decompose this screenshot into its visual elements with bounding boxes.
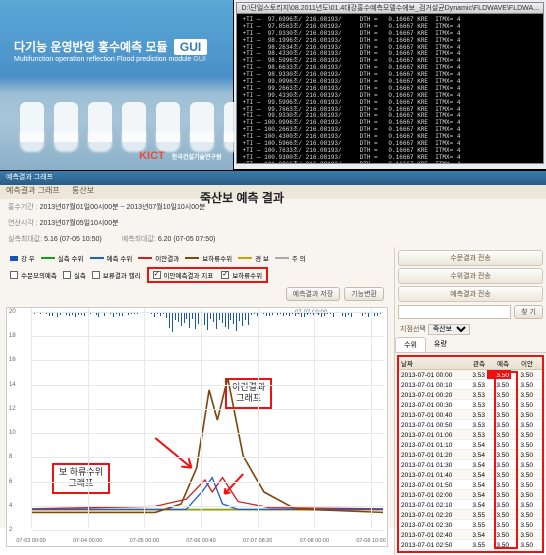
info-row-3: 실측최대값: 5.16 (07-05 10:50) 예측최대값: 6.20 (0… (0, 231, 546, 247)
period-value: 2013년07월01일00시00분 ~ 2013년07월10일10시00분 (40, 204, 206, 211)
table-row[interactable]: 2013-07-01 00:503.533.503.50 (399, 420, 542, 430)
chk-sep2[interactable] (63, 271, 71, 279)
legend-pred: 예측 수위 (107, 253, 133, 263)
dam-illustration (20, 102, 213, 142)
kict-text: KICT (139, 150, 165, 162)
table-row[interactable]: 2013-07-01 00:403.533.503.50 (399, 410, 542, 420)
chk-sep1[interactable] (10, 271, 18, 279)
table-row[interactable]: 2013-07-01 02:403.543.503.50 (399, 530, 542, 540)
legend-down: 보하류수위 (202, 253, 232, 263)
legend-row-2: 수문모의예측 실측 보류결과 캘리 ✓이안예측결과 지표 ✓보하류수위 (6, 265, 388, 285)
legend-rain: 강 우 (21, 253, 35, 263)
kict-logo: KICT 한국건설기술연구원 (139, 150, 221, 162)
table-row[interactable]: 2013-07-01 02:103.543.503.50 (399, 500, 542, 510)
site-row: 지점선택 죽산보 (395, 322, 546, 337)
legend-caution: 주 의 (292, 253, 306, 263)
col-obs[interactable]: 관측 (463, 357, 487, 369)
table-row[interactable]: 2013-07-01 01:403.543.503.50 (399, 470, 542, 480)
btn-send-flow[interactable]: 수문결과 전송 (398, 250, 543, 266)
legend-warn: 경 보 (255, 253, 269, 263)
maxreal-label: 실측최대값: (8, 236, 42, 243)
legend-highlight-box: ✓이안예측결과 지표 ✓보하류수위 (147, 267, 269, 283)
timeseries-chart[interactable]: 07-07 00:00 이건결과그래프 보 하류수위그래프 2468101214… (6, 307, 388, 547)
search-input[interactable] (398, 305, 511, 319)
kict-subtext: 한국건설기술연구원 (172, 155, 222, 161)
maxpred-value: 6.20 (07-05 07:50) (158, 236, 216, 243)
chart-buttons: 예측결과 저장 기능변환 (6, 285, 388, 303)
table-row[interactable]: 2013-07-01 02:503.553.503.50 (399, 540, 542, 550)
period-label: 홍수기간 : (8, 204, 38, 211)
table-row[interactable]: 2013-07-01 02:203.553.503.50 (399, 510, 542, 520)
legend-row-1: 강 우 실측 수위 예측 수위 이안결과 보하류수위 경 보 주 의 (6, 251, 388, 265)
chk-down[interactable]: ✓ (221, 271, 229, 279)
btn-send-pred[interactable]: 예측결과 전송 (398, 286, 543, 302)
legend-sep3: 보류결과 캘리 (103, 270, 141, 280)
col-datetime[interactable]: 날짜 (399, 357, 463, 369)
tab-flow[interactable]: 유량 (426, 337, 455, 352)
table-row[interactable]: 2013-07-01 02:003.543.503.50 (399, 490, 542, 500)
table-body: 2013-07-01 00:003.533.503.502013-07-01 0… (399, 370, 542, 553)
data-table[interactable]: 날짜 관측 예측 이안 2013-07-01 00:003.533.503.50… (397, 355, 544, 553)
chart-svg (31, 312, 383, 528)
table-row[interactable]: 2013-07-01 00:303.533.503.50 (399, 400, 542, 410)
chk-move[interactable]: ✓ (153, 271, 161, 279)
legend-real: 실측 수위 (58, 253, 84, 263)
table-row[interactable]: 2013-07-01 01:003.533.503.50 (399, 430, 542, 440)
tab-water[interactable]: 수위 (395, 337, 426, 352)
btn-save-result[interactable]: 예측결과 저장 (286, 287, 341, 301)
banner-title-text: 다기능 운영반영 홍수예측 모듈 (14, 40, 168, 54)
btn-find[interactable]: 찾 기 (514, 305, 543, 319)
legend-move: 이안결과 (155, 253, 179, 263)
legend-chk1: 이안예측결과 지표 (164, 270, 214, 280)
banner-sub-badge: GUI (193, 56, 205, 63)
maxpred-label: 예측최대값: (122, 236, 156, 243)
chart-area: 강 우 실측 수위 예측 수위 이안결과 보하류수위 경 보 주 의 수문모의예… (0, 247, 394, 555)
chart-title: 죽산보 예측 결과 (200, 189, 284, 206)
table-row[interactable]: 2013-07-01 01:303.543.503.50 (399, 460, 542, 470)
table-row[interactable]: 2013-07-01 00:103.533.503.50 (399, 380, 542, 390)
table-row[interactable]: 2013-07-01 01:103.543.503.50 (399, 440, 542, 450)
tab-tongsan[interactable]: 통산보 (72, 186, 94, 195)
data-tabs: 수위 유량 (395, 337, 546, 353)
banner: 다기능 운영반영 홍수예측 모듈 GUI Multifunction opera… (0, 0, 234, 170)
banner-title: 다기능 운영반영 홍수예측 모듈 GUI (14, 38, 207, 55)
legend-sep1: 수문모의예측 (21, 270, 57, 280)
info-row-2: 연산시각 : 2013년07월05일10시00분 (0, 215, 546, 231)
table-row[interactable]: 2013-07-01 00:003.533.503.50 (399, 370, 542, 380)
sidebar: 수문결과 전송 수위결과 전송 예측결과 전송 찾 기 지점선택 죽산보 수위 … (394, 247, 546, 555)
maxreal-value: 5.16 (07-05 10:50) (44, 236, 102, 243)
legend-sep2: 실측 (74, 270, 86, 280)
banner-subtitle: Multifunction operation reflection Flood… (14, 56, 206, 63)
table-row[interactable]: 2013-07-01 02:303.553.503.50 (399, 520, 542, 530)
banner-sub-text: Multifunction operation reflection Flood… (14, 56, 191, 63)
legend-chk2: 보하류수위 (232, 270, 262, 280)
chk-sep3[interactable] (92, 271, 100, 279)
table-head: 날짜 관측 예측 이안 (399, 357, 542, 370)
table-row[interactable]: 2013-07-01 00:203.533.503.50 (399, 390, 542, 400)
col-move[interactable]: 이안 (511, 357, 535, 369)
banner-title-badge: GUI (174, 39, 207, 55)
run-value: 2013년07월05일10시00분 (40, 220, 119, 227)
console-window: D:\단일스토리지\08.2011년도\01.4대강홍수예측모델수에보_검거살균… (234, 0, 546, 169)
btn-send-real[interactable]: 수위결과 전송 (398, 268, 543, 284)
app-titlebar[interactable]: 예측결과 그래프 (0, 171, 546, 185)
console-titlebar[interactable]: D:\단일스토리지\08.2011년도\01.4대강홍수예측모델수에보_검거살균… (236, 2, 544, 14)
col-pred[interactable]: 예측 (487, 357, 511, 369)
site-label: 지점선택 (400, 326, 426, 333)
table-row[interactable]: 2013-07-01 01:503.543.503.50 (399, 480, 542, 490)
table-row[interactable]: 2013-07-01 01:203.543.503.50 (399, 450, 542, 460)
run-label: 연산시각 : (8, 220, 38, 227)
table-row[interactable]: 2013-07-01 03:003.553.503.50 (399, 550, 542, 553)
btn-transform[interactable]: 기능변환 (344, 287, 384, 301)
site-select[interactable]: 죽산보 (428, 324, 470, 335)
app-window: 예측결과 그래프 예측결과 그래프 통산보 죽산보 예측 결과 홍수기간 : 2… (0, 170, 546, 528)
console-output[interactable]: +TI — 97.6996조/ 216.08193/ DTH = 0.16667… (236, 14, 544, 164)
tab-graph[interactable]: 예측결과 그래프 (6, 186, 60, 195)
